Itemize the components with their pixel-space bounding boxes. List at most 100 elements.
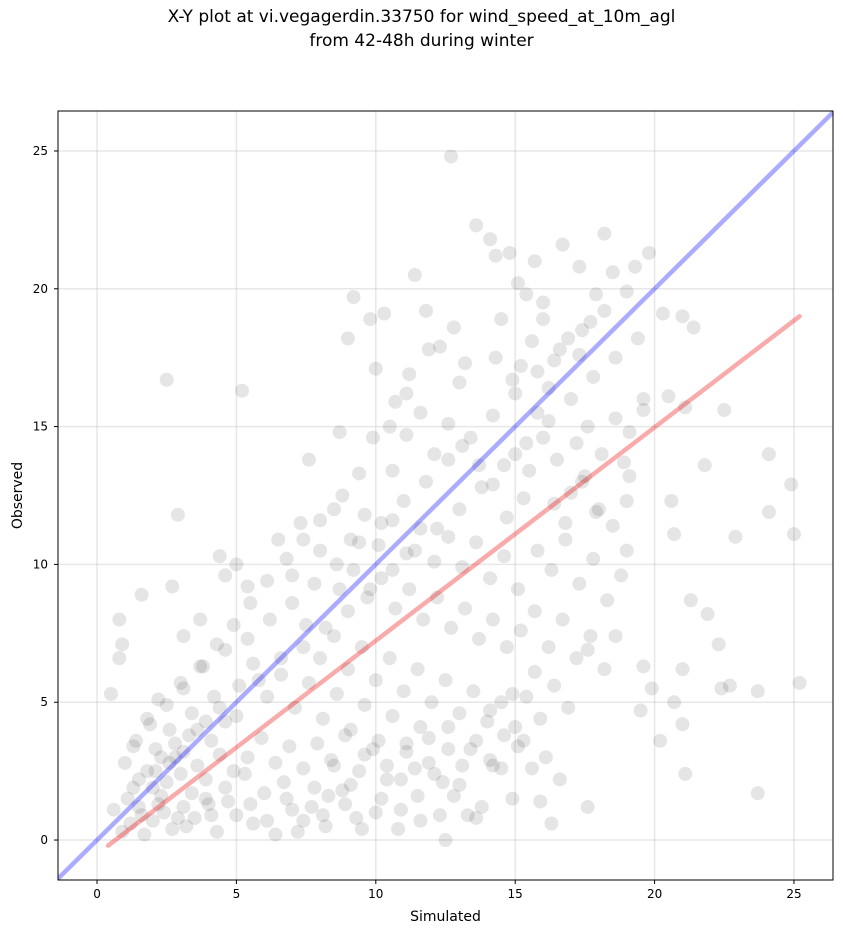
- data-point: [120, 791, 135, 806]
- data-point: [455, 758, 470, 773]
- data-point: [583, 629, 598, 644]
- data-point: [229, 808, 244, 823]
- data-point: [204, 808, 219, 823]
- data-point: [393, 772, 408, 787]
- data-point: [792, 675, 807, 690]
- data-point: [485, 758, 500, 773]
- data-point: [335, 783, 350, 798]
- data-point: [193, 659, 208, 674]
- data-point: [243, 797, 258, 812]
- data-point: [516, 733, 531, 748]
- data-point: [357, 507, 372, 522]
- data-point: [686, 320, 701, 335]
- data-point: [279, 551, 294, 566]
- x-tick-label: 25: [786, 887, 801, 901]
- data-point: [329, 557, 344, 572]
- data-point: [318, 819, 333, 834]
- data-point: [441, 416, 456, 431]
- data-point: [563, 485, 578, 500]
- data-point: [165, 822, 180, 837]
- data-point: [533, 711, 548, 726]
- data-point: [544, 562, 559, 577]
- data-point: [162, 755, 177, 770]
- data-point: [750, 684, 765, 699]
- data-point: [198, 772, 213, 787]
- data-point: [184, 786, 199, 801]
- data-point: [368, 805, 383, 820]
- data-point: [243, 595, 258, 610]
- data-point: [226, 764, 241, 779]
- data-point: [446, 320, 461, 335]
- data-point: [176, 744, 191, 759]
- data-point: [497, 728, 512, 743]
- data-point: [287, 700, 302, 715]
- data-point: [432, 808, 447, 823]
- data-point: [301, 675, 316, 690]
- data-point: [343, 777, 358, 792]
- data-point: [494, 695, 509, 710]
- data-point: [209, 824, 224, 839]
- data-point: [282, 739, 297, 754]
- data-point: [485, 477, 500, 492]
- data-point: [299, 618, 314, 633]
- data-point: [444, 149, 459, 164]
- data-point: [377, 306, 392, 321]
- data-point: [577, 469, 592, 484]
- data-point: [608, 629, 623, 644]
- data-point: [488, 350, 503, 365]
- data-point: [410, 788, 425, 803]
- data-point: [463, 430, 478, 445]
- data-point: [399, 736, 414, 751]
- data-point: [655, 306, 670, 321]
- data-point: [483, 232, 498, 247]
- data-point: [530, 364, 545, 379]
- chart-title-line-1: X-Y plot at vi.vegagerdin.33750 for wind…: [167, 7, 676, 27]
- data-point: [452, 777, 467, 792]
- data-point: [379, 758, 394, 773]
- data-point: [485, 612, 500, 627]
- data-point: [541, 381, 556, 396]
- data-point: [366, 742, 381, 757]
- data-point: [508, 447, 523, 462]
- data-point: [722, 678, 737, 693]
- axis-ticks: 0 5 10 15 20 25 0 5 10 15 20 25: [33, 144, 802, 901]
- data-point: [324, 753, 339, 768]
- data-point: [190, 758, 205, 773]
- data-point: [340, 604, 355, 619]
- data-point: [555, 612, 570, 627]
- data-point: [137, 827, 152, 842]
- data-point: [619, 543, 634, 558]
- data-point: [262, 612, 277, 627]
- data-point: [145, 780, 160, 795]
- data-point: [368, 673, 383, 688]
- data-point: [441, 452, 456, 467]
- x-tick-label: 0: [93, 887, 101, 901]
- data-point: [168, 736, 183, 751]
- data-point: [393, 802, 408, 817]
- data-point: [371, 538, 386, 553]
- data-point: [622, 425, 637, 440]
- data-point: [438, 673, 453, 688]
- data-point: [131, 799, 146, 814]
- data-point: [198, 714, 213, 729]
- data-point: [318, 620, 333, 635]
- plot-frame: [57, 110, 834, 881]
- data-point: [195, 659, 210, 674]
- data-point: [388, 601, 403, 616]
- data-point: [591, 502, 606, 517]
- data-point: [432, 339, 447, 354]
- data-point: [154, 788, 169, 803]
- data-point: [234, 383, 249, 398]
- data-point: [633, 703, 648, 718]
- data-point: [382, 419, 397, 434]
- data-point: [226, 618, 241, 633]
- data-point: [187, 810, 202, 825]
- data-point: [366, 430, 381, 445]
- data-points: [103, 149, 807, 848]
- data-point: [340, 331, 355, 346]
- data-point: [201, 797, 216, 812]
- data-point: [711, 637, 726, 652]
- data-point: [544, 816, 559, 831]
- data-point: [212, 700, 227, 715]
- data-point: [619, 284, 634, 299]
